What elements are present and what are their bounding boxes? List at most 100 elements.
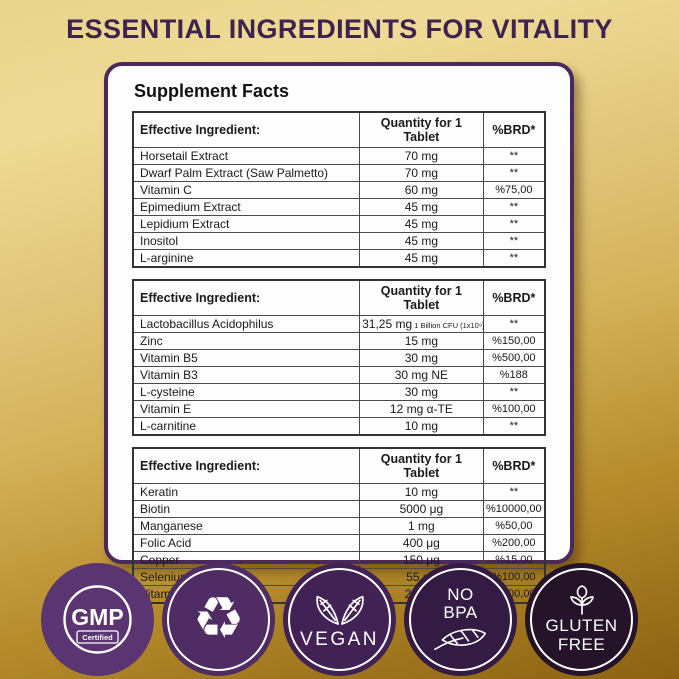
ingredient-name-cell: Zinc xyxy=(132,332,361,350)
table-row: Lepidium Extract 45 mg ** xyxy=(132,215,546,233)
brd-cell: ** xyxy=(482,249,546,268)
vegan-badge: VEGAN xyxy=(283,563,396,676)
table-row: Vitamin B3 30 mg NE %188 xyxy=(132,366,546,384)
table-row: Manganese 1 mg %50,00 xyxy=(132,517,546,535)
recycle-icon: ♻ xyxy=(192,583,245,652)
gluten-free-badge: GLUTEN FREE xyxy=(525,563,638,676)
brd-cell: %200,00 xyxy=(482,534,546,552)
ingredient-name-cell: Vitamin B3 xyxy=(132,366,361,384)
table-header-row: Effective Ingredient: Quantity for 1 Tabl… xyxy=(132,447,546,484)
no-bpa-line1: NO xyxy=(447,584,474,604)
brd-cell: ** xyxy=(482,147,546,165)
quantity-cell: 30 mg xyxy=(359,383,484,401)
ingredient-name-cell: Epimedium Extract xyxy=(132,198,361,216)
quantity-cell: 12 mg α-TE xyxy=(359,400,484,418)
quantity-cell: 45 mg xyxy=(359,198,484,216)
ingredient-name-cell: L-cysteine xyxy=(132,383,361,401)
ingredient-name-cell: Horsetail Extract xyxy=(132,147,361,165)
quantity-cell: 400 μg xyxy=(359,534,484,552)
gmp-certified-text: Certified xyxy=(82,633,113,642)
ingredient-name-cell: L-arginine xyxy=(132,249,361,268)
brd-cell: ** xyxy=(482,215,546,233)
brd-cell: ** xyxy=(482,483,546,501)
table-row: Vitamin B5 30 mg %500,00 xyxy=(132,349,546,367)
column-header: Effective Ingredient: xyxy=(132,279,361,316)
supplement-table-1: Effective Ingredient: Quantity for 1 Tabl… xyxy=(132,111,546,268)
gluten-free-line2: FREE xyxy=(557,634,606,654)
vegan-label: VEGAN xyxy=(299,628,380,650)
no-bpa-badge: NO BPA xyxy=(404,563,517,676)
quantity-cell: 1 mg xyxy=(359,517,484,535)
column-header: Effective Ingredient: xyxy=(132,111,361,148)
table-row: Keratin 10 mg ** xyxy=(132,483,546,501)
ingredient-name-cell: Vitamin C xyxy=(132,181,361,199)
table-row: Folic Acid 400 μg %200,00 xyxy=(132,534,546,552)
ingredient-name-cell: Keratin xyxy=(132,483,361,501)
quantity-cell: 15 mg xyxy=(359,332,484,350)
quantity-cell: 45 mg xyxy=(359,249,484,268)
supplement-table-2: Effective Ingredient: Quantity for 1 Tabl… xyxy=(132,279,546,436)
gmp-center-text: GMP xyxy=(71,604,123,630)
badge-row: GOOD MANUFACTURED PRACTICE GMP Certified… xyxy=(0,563,679,676)
gmp-badge-icon: GOOD MANUFACTURED PRACTICE GMP Certified xyxy=(63,585,132,654)
supplement-facts-heading: Supplement Facts xyxy=(134,81,290,101)
quantity-cell: 31,25 mg 1 Billion CFU (1x10⁹) xyxy=(359,315,485,333)
quantity-note: 1 Billion CFU (1x10⁹) xyxy=(412,321,485,330)
gmp-certified-badge: GOOD MANUFACTURED PRACTICE GMP Certified xyxy=(41,563,154,676)
quantity-cell: 60 mg xyxy=(359,181,484,199)
brd-cell: ** xyxy=(482,164,546,182)
brd-cell: ** xyxy=(482,383,546,401)
quantity-cell: 10 mg xyxy=(359,483,484,501)
leaf-icon xyxy=(433,629,486,651)
recyclable-badge: ♻ xyxy=(162,563,275,676)
supplement-facts-card: Supplement Facts Effective Ingredient: Qu… xyxy=(104,62,574,604)
brd-cell: ** xyxy=(482,315,546,333)
table-row: Epimedium Extract 45 mg ** xyxy=(132,198,546,216)
ingredient-name-cell: Vitamin E xyxy=(132,400,361,418)
table-row: Horsetail Extract 70 mg ** xyxy=(132,147,546,165)
column-header: Quantity for 1 Tablet xyxy=(359,447,484,484)
brd-cell: %50,00 xyxy=(482,517,546,535)
gluten-free-line1: GLUTEN xyxy=(545,616,618,636)
brd-cell: %188 xyxy=(482,366,546,384)
table-row: Biotin 5000 μg %10000,00 xyxy=(132,500,546,518)
table-row: Vitamin E 12 mg α-TE %100,00 xyxy=(132,400,546,418)
brd-cell: %10000,00 xyxy=(482,500,546,518)
ingredient-name-cell: Dwarf Palm Extract (Saw Palmetto) xyxy=(132,164,361,182)
leaves-icon xyxy=(315,595,364,625)
ingredient-name-cell: L-carnitine xyxy=(132,417,361,436)
brd-cell: %500,00 xyxy=(482,349,546,367)
brd-cell: ** xyxy=(482,198,546,216)
ingredient-name-cell: Folic Acid xyxy=(132,534,361,552)
quantity-cell: 30 mg xyxy=(359,349,484,367)
table-row: L-cysteine 30 mg ** xyxy=(132,383,546,401)
brd-cell: %75,00 xyxy=(482,181,546,199)
ingredient-name-cell: Biotin xyxy=(132,500,361,518)
supplement-table-3: Effective Ingredient: Quantity for 1 Tabl… xyxy=(132,447,546,604)
page-title: ESSENTIAL INGREDIENTS FOR VITALITY xyxy=(66,14,613,44)
quantity-cell: 45 mg xyxy=(359,232,484,250)
sprout-icon xyxy=(569,585,594,615)
column-header: %BRD* xyxy=(482,111,546,148)
brd-cell: ** xyxy=(482,232,546,250)
supplement-tables: Effective Ingredient: Quantity for 1 Tabl… xyxy=(132,111,546,604)
quantity-cell: 70 mg xyxy=(359,147,484,165)
table-row: L-arginine 45 mg ** xyxy=(132,249,546,268)
table-row: L-carnitine 10 mg ** xyxy=(132,417,546,436)
ingredient-name-cell: Manganese xyxy=(132,517,361,535)
column-header: %BRD* xyxy=(482,447,546,484)
table-row: Lactobacillus Acidophilus 31,25 mg 1 Bill… xyxy=(132,315,546,333)
column-header: Quantity for 1 Tablet xyxy=(359,279,484,316)
column-header: Quantity for 1 Tablet xyxy=(359,111,484,148)
ingredient-name-cell: Vitamin B5 xyxy=(132,349,361,367)
quantity-cell: 70 mg xyxy=(359,164,484,182)
quantity-cell: 45 mg xyxy=(359,215,484,233)
table-row: Inositol 45 mg ** xyxy=(132,232,546,250)
column-header: Effective Ingredient: xyxy=(132,447,361,484)
column-header: %BRD* xyxy=(482,279,546,316)
ingredient-name-cell: Inositol xyxy=(132,232,361,250)
table-header-row: Effective Ingredient: Quantity for 1 Tabl… xyxy=(132,111,546,148)
brd-cell: %150,00 xyxy=(482,332,546,350)
ingredient-name-cell: Lactobacillus Acidophilus xyxy=(132,315,361,333)
